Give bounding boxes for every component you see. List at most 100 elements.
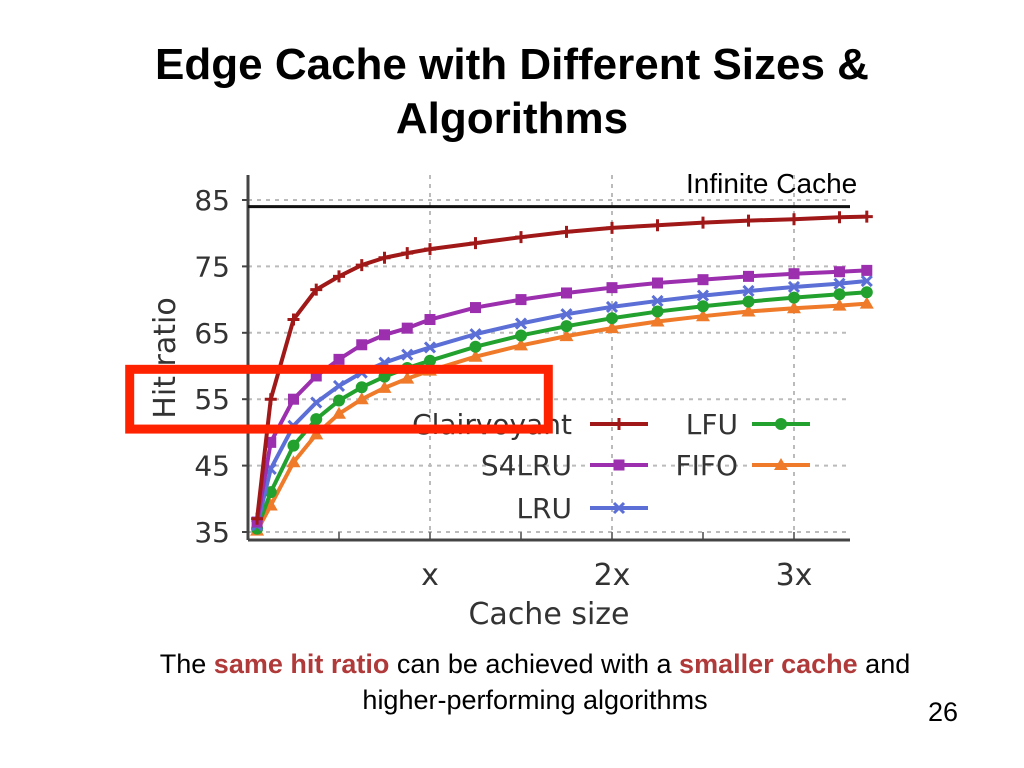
data-point — [468, 349, 483, 362]
data-point — [332, 379, 346, 392]
legend-marker-fifo — [774, 458, 788, 470]
data-point — [251, 512, 264, 525]
y-axis-label: Hit ratio — [148, 297, 183, 418]
data-point — [265, 436, 277, 448]
data-point — [606, 282, 618, 294]
legend-label-lru: LRU — [516, 492, 572, 525]
data-point — [787, 280, 801, 294]
data-point — [287, 313, 300, 326]
data-point — [264, 393, 277, 406]
data-point — [401, 348, 414, 361]
legend-marker-lru — [612, 501, 626, 515]
data-point — [333, 270, 345, 283]
caption-part2: can be achieved with a — [389, 649, 680, 679]
legend-marker-s4lru — [613, 459, 625, 471]
data-point — [651, 219, 664, 232]
data-point — [560, 320, 573, 333]
data-point — [377, 380, 392, 393]
data-point — [561, 287, 572, 299]
slide-caption: The same hit ratio can be achieved with … — [60, 646, 1010, 718]
y-tick-label: 55 — [194, 383, 230, 416]
caption-line1: The same hit ratio can be achieved with … — [60, 646, 1010, 682]
data-point — [310, 283, 323, 296]
data-point — [333, 394, 345, 407]
data-point — [378, 251, 391, 264]
y-tick-label: 75 — [194, 250, 230, 283]
data-point — [606, 221, 618, 234]
data-point — [310, 396, 323, 409]
data-point — [834, 266, 845, 278]
data-point — [742, 284, 755, 298]
data-point — [354, 392, 369, 405]
data-point — [333, 353, 345, 365]
x-tick-label: 3x — [776, 558, 813, 593]
data-point — [859, 296, 874, 309]
data-point — [605, 300, 619, 313]
data-point — [696, 309, 710, 322]
data-point — [332, 406, 346, 419]
x-tick-label: 2x — [594, 558, 631, 593]
data-point — [287, 439, 300, 452]
slide-title-line2: Algorithms — [395, 94, 629, 143]
data-point — [355, 381, 368, 394]
caption-highlight-smaller-cache: smaller cache — [679, 649, 858, 679]
data-point — [860, 274, 873, 288]
data-point — [263, 498, 278, 511]
series-clairvoyant — [251, 210, 873, 525]
data-point — [423, 341, 437, 354]
caption-highlight-same-hit-ratio: same hit ratio — [213, 649, 390, 679]
data-point — [401, 247, 414, 260]
data-point — [560, 308, 573, 321]
data-point — [860, 210, 873, 223]
data-point — [832, 298, 847, 311]
legend-label-fifo: FIFO — [675, 449, 738, 482]
caption-line2: higher-performing algorithms — [362, 685, 708, 715]
data-point — [514, 317, 528, 330]
slide-number: 26 — [928, 697, 959, 727]
data-point — [650, 314, 665, 327]
y-tick-label: 45 — [194, 450, 230, 483]
legend-marker-clairvoyant — [613, 418, 625, 430]
data-point — [469, 328, 482, 341]
infinite-cache-label: Infinite Cache — [686, 168, 858, 199]
data-point — [469, 237, 482, 250]
data-point — [515, 231, 527, 244]
data-point — [515, 329, 527, 342]
y-tick-label: 35 — [194, 516, 230, 549]
caption-part1: The — [159, 649, 214, 679]
highlight-box — [125, 364, 553, 434]
data-point — [787, 301, 801, 314]
x-tick-label: x — [421, 558, 439, 593]
data-point — [741, 304, 756, 317]
data-point — [379, 329, 390, 341]
y-tick-label: 85 — [194, 184, 230, 217]
data-point — [652, 277, 663, 289]
data-point — [788, 268, 800, 280]
caption-part3: and — [857, 649, 911, 679]
data-point — [424, 354, 436, 367]
data-point — [651, 305, 664, 318]
data-point — [788, 291, 800, 304]
data-point — [742, 295, 755, 308]
data-point — [288, 393, 299, 405]
slide-title-line1: Edge Cache with Different Sizes & — [155, 40, 869, 89]
data-point — [742, 214, 755, 227]
data-point — [310, 413, 323, 426]
data-point — [560, 225, 573, 238]
data-point — [470, 302, 481, 314]
data-point — [833, 288, 846, 301]
data-point — [286, 455, 301, 468]
data-point — [833, 211, 846, 224]
legend-marker-lfu — [775, 418, 787, 430]
data-point — [559, 329, 574, 342]
legend-label-s4lru: S4LRU — [481, 449, 572, 482]
data-point — [697, 274, 709, 286]
legend-label-lfu: LFU — [686, 408, 738, 441]
data-point — [861, 264, 873, 276]
data-point — [424, 314, 436, 326]
data-point — [356, 339, 368, 351]
data-point — [743, 270, 754, 282]
data-point — [860, 286, 873, 299]
